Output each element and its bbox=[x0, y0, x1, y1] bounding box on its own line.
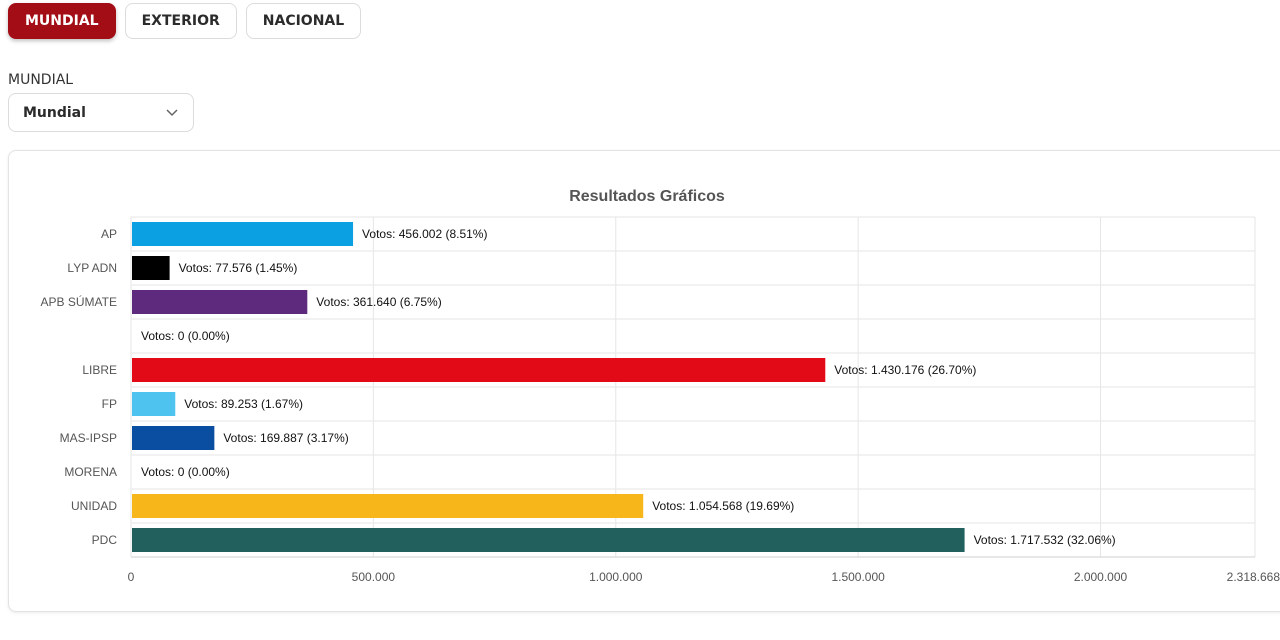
data-label: Votos: 0 (0.00%) bbox=[141, 465, 230, 479]
results-bar-chart: Resultados Gráficos 0 500.000 1.000.000 1.5… bbox=[41, 188, 1280, 584]
bar[interactable] bbox=[132, 256, 170, 280]
chart-title: Resultados Gráficos bbox=[569, 188, 725, 205]
x-tick-label: 1.000.000 bbox=[589, 570, 643, 584]
bar[interactable] bbox=[132, 222, 354, 246]
results-chart-card: Resultados Gráficos 0 500.000 1.000.000 1.5… bbox=[8, 150, 1280, 612]
bar[interactable] bbox=[132, 290, 308, 314]
data-label: Votos: 0 (0.00%) bbox=[141, 329, 230, 343]
x-tick-label: 0 bbox=[128, 570, 135, 584]
x-tick-label: 2.000.000 bbox=[1074, 570, 1128, 584]
category-label: PDC bbox=[92, 533, 118, 547]
data-label: Votos: 77.576 (1.45%) bbox=[179, 261, 298, 275]
category-label: FP bbox=[102, 397, 117, 411]
region-select[interactable]: Mundial bbox=[8, 93, 194, 132]
x-tick-label: 1.500.000 bbox=[831, 570, 885, 584]
tab-mundial[interactable]: MUNDIAL bbox=[8, 3, 116, 39]
chevron-down-icon bbox=[165, 106, 179, 120]
region-tabs: MUNDIAL EXTERIOR NACIONAL bbox=[8, 3, 362, 39]
bar[interactable] bbox=[132, 392, 176, 416]
category-label: MAS-IPSP bbox=[60, 431, 117, 445]
category-label: LYP ADN bbox=[67, 261, 117, 275]
category-label: APB SÚMATE bbox=[41, 294, 117, 309]
data-label: Votos: 1.717.532 (32.06%) bbox=[974, 533, 1116, 547]
bar[interactable] bbox=[132, 426, 215, 450]
tab-exterior[interactable]: EXTERIOR bbox=[124, 3, 237, 39]
data-label: Votos: 456.002 (8.51%) bbox=[362, 227, 487, 241]
x-tick-label: 500.000 bbox=[352, 570, 396, 584]
x-tick-label: 2.318.668, bbox=[1227, 570, 1280, 584]
category-label: AP bbox=[101, 227, 117, 241]
tab-nacional[interactable]: NACIONAL bbox=[245, 3, 362, 39]
filter-label: MUNDIAL bbox=[8, 72, 74, 88]
category-label: UNIDAD bbox=[71, 499, 117, 513]
data-label: Votos: 1.430.176 (26.70%) bbox=[834, 363, 976, 377]
data-label: Votos: 89.253 (1.67%) bbox=[184, 397, 303, 411]
data-label: Votos: 1.054.568 (19.69%) bbox=[652, 499, 794, 513]
bar[interactable] bbox=[132, 494, 644, 518]
bar[interactable] bbox=[132, 358, 826, 382]
region-select-value: Mundial bbox=[23, 104, 86, 121]
category-label: MORENA bbox=[64, 465, 117, 479]
data-label: Votos: 169.887 (3.17%) bbox=[223, 431, 348, 445]
data-label: Votos: 361.640 (6.75%) bbox=[316, 295, 441, 309]
category-label: LIBRE bbox=[82, 363, 117, 377]
bar[interactable] bbox=[132, 528, 965, 552]
